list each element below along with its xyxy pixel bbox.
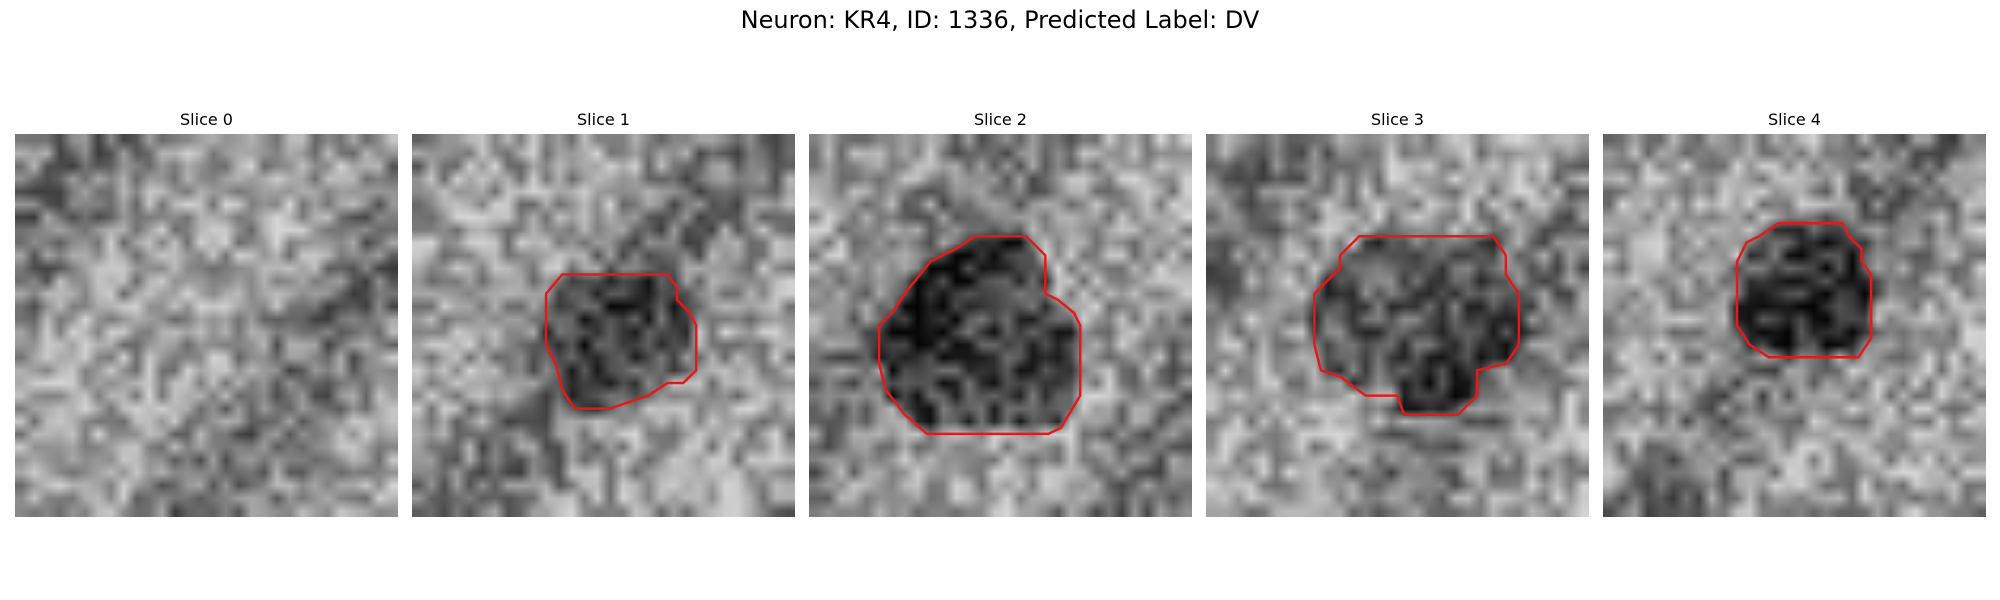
slice-title: Slice 3 xyxy=(1371,110,1424,129)
slice-image xyxy=(1206,134,1589,517)
slice-image xyxy=(809,134,1192,517)
contour-outline xyxy=(1314,236,1519,414)
slice-title: Slice 0 xyxy=(180,110,233,129)
roi-contour xyxy=(1603,134,1986,517)
slice-image xyxy=(15,134,398,517)
slice-title: Slice 1 xyxy=(577,110,630,129)
slice-panel-0: Slice 0 xyxy=(15,110,398,517)
contour-outline xyxy=(546,275,696,409)
slice-title: Slice 4 xyxy=(1768,110,1821,129)
slice-panel-4: Slice 4 xyxy=(1603,110,1986,517)
contour-outline xyxy=(879,236,1080,434)
slice-title: Slice 2 xyxy=(974,110,1027,129)
slice-image xyxy=(1603,134,1986,517)
contour-outline xyxy=(1737,223,1871,357)
roi-contour xyxy=(1206,134,1589,517)
slice-image xyxy=(412,134,795,517)
slice-panel-1: Slice 1 xyxy=(412,110,795,517)
figure-title: Neuron: KR4, ID: 1336, Predicted Label: … xyxy=(740,6,1260,34)
slice-panel-2: Slice 2 xyxy=(809,110,1192,517)
roi-contour xyxy=(809,134,1192,517)
roi-contour xyxy=(15,134,398,517)
slice-panel-3: Slice 3 xyxy=(1206,110,1589,517)
roi-contour xyxy=(412,134,795,517)
